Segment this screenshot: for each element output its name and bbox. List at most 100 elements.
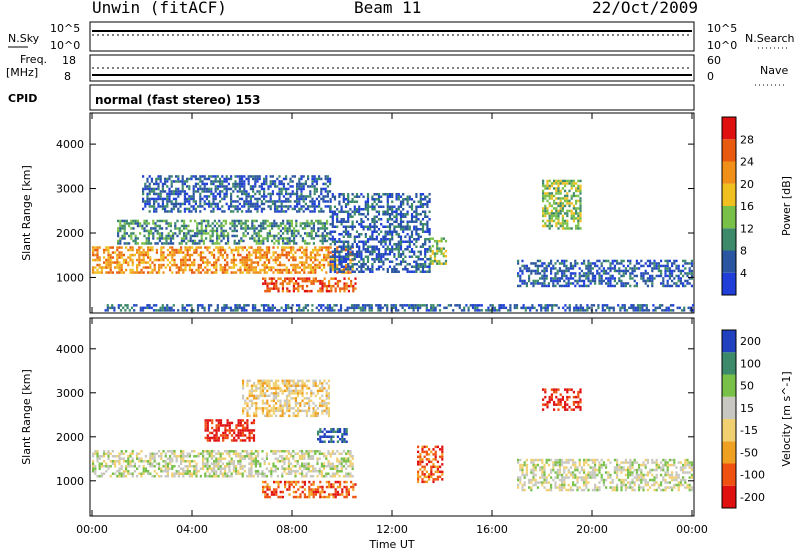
velocity-cell xyxy=(210,462,213,465)
power-cell xyxy=(315,177,318,181)
power-cell xyxy=(157,185,160,188)
power-cell xyxy=(246,224,249,228)
power-cell xyxy=(419,203,422,206)
velocity-cell xyxy=(109,475,112,478)
power-cell xyxy=(304,232,307,235)
power-cell xyxy=(252,268,255,272)
velocity-cell xyxy=(303,455,306,458)
power-cell xyxy=(292,246,295,249)
power-cell xyxy=(353,253,356,256)
power-cell xyxy=(388,265,392,268)
power-cell xyxy=(287,268,290,272)
power-cell xyxy=(607,267,610,270)
velocity-cell xyxy=(274,450,277,453)
velocity-cell xyxy=(98,455,101,458)
power-cell xyxy=(368,304,371,307)
power-cell xyxy=(208,268,211,272)
power-cell xyxy=(107,266,110,269)
power-cell xyxy=(280,182,283,186)
power-cell xyxy=(583,284,586,288)
power-cell xyxy=(628,306,631,310)
velocity-cell xyxy=(153,452,156,455)
power-cell xyxy=(177,268,180,272)
power-cell xyxy=(358,260,361,263)
power-cell xyxy=(548,197,551,200)
power-cell xyxy=(502,304,505,307)
power-cell xyxy=(243,266,246,269)
power-cell xyxy=(191,229,194,233)
power-cell xyxy=(673,269,676,273)
power-cell xyxy=(303,268,306,272)
power-cell xyxy=(386,253,389,256)
power-cell xyxy=(329,200,332,203)
power-cell xyxy=(223,210,226,213)
power-cell xyxy=(300,182,303,186)
power-cell xyxy=(624,272,627,275)
power-cell xyxy=(286,229,289,233)
power-cell xyxy=(209,237,212,240)
power-cell xyxy=(349,248,352,251)
power-cell xyxy=(633,267,636,270)
power-cell xyxy=(210,251,213,254)
velocity-cell xyxy=(180,467,183,470)
velocity-cell xyxy=(294,470,297,473)
velocity-cell xyxy=(219,472,222,475)
power-cell xyxy=(216,242,219,245)
power-cell xyxy=(326,205,329,208)
velocity-cell xyxy=(186,470,189,473)
velocity-cell xyxy=(180,455,183,458)
power-cell xyxy=(629,267,632,270)
power-cell xyxy=(370,309,373,312)
velocity-cell xyxy=(299,495,302,499)
power-cell xyxy=(265,304,268,307)
power-cell xyxy=(303,277,306,280)
power-cell xyxy=(355,220,359,223)
power-cell xyxy=(690,259,693,263)
power-cell xyxy=(569,282,572,285)
power-cell xyxy=(429,249,432,253)
power-cell xyxy=(343,282,346,285)
power-cell xyxy=(166,304,169,307)
power-cell xyxy=(264,227,267,230)
power-cell xyxy=(399,245,403,248)
velocity-cell xyxy=(221,457,224,460)
velocity-cell xyxy=(301,475,304,478)
power-cell xyxy=(351,228,354,231)
power-cell xyxy=(277,289,280,293)
velocity-cell xyxy=(208,455,211,458)
velocity-cell xyxy=(142,467,145,470)
power-cell xyxy=(161,232,164,235)
power-cell xyxy=(283,248,286,252)
power-cell xyxy=(329,263,332,267)
power-cell xyxy=(243,246,246,249)
power-cell xyxy=(177,175,180,178)
power-cell xyxy=(651,274,654,278)
power-cell xyxy=(647,309,651,312)
power-cell xyxy=(419,228,422,231)
power-cell xyxy=(384,225,387,228)
power-cell xyxy=(652,304,655,307)
power-cell xyxy=(579,187,582,190)
velocity-cell xyxy=(202,450,205,453)
power-cell xyxy=(530,262,533,265)
power-cell xyxy=(632,309,635,312)
velocity-cell xyxy=(349,465,352,468)
power-cell xyxy=(146,187,149,191)
power-cell xyxy=(271,202,274,206)
velocity-cell xyxy=(151,462,154,465)
velocity-cell xyxy=(118,467,121,470)
power-cell xyxy=(316,251,319,254)
power-cell xyxy=(333,270,337,273)
power-cell xyxy=(144,185,147,188)
power-cell xyxy=(153,207,156,211)
power-cell xyxy=(377,193,381,196)
power-cell xyxy=(170,182,173,186)
power-cell xyxy=(183,227,186,230)
power-cell xyxy=(295,242,298,245)
power-cell xyxy=(684,259,687,263)
velocity-cell xyxy=(281,467,284,470)
power-cell xyxy=(393,248,396,251)
power-cell xyxy=(536,279,539,283)
power-cell xyxy=(323,266,326,269)
power-cell xyxy=(302,205,305,208)
